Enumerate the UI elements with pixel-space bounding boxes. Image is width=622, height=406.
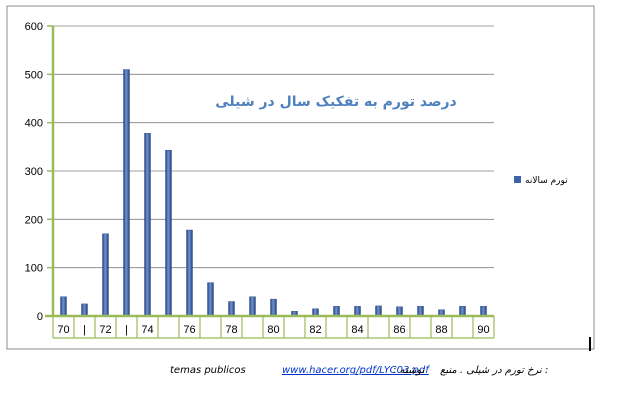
bar-78 xyxy=(228,301,235,317)
legend-label: تورم سالانه xyxy=(525,176,568,186)
y-axis-ticks: 0 100 200 300 400 500 600 xyxy=(25,21,53,323)
bar-76 xyxy=(186,229,193,317)
legend: تورم سالانه xyxy=(514,176,568,186)
y-tick-label: 500 xyxy=(25,69,43,81)
bar-77 xyxy=(207,282,214,317)
x-tick-label: 86 xyxy=(393,324,405,336)
bar-86 xyxy=(396,306,403,317)
x-tick-label: 74 xyxy=(141,324,153,336)
bars xyxy=(60,69,487,317)
x-tick-label: | xyxy=(125,324,128,336)
bar-79 xyxy=(249,296,256,317)
x-tick-label: 80 xyxy=(267,324,279,336)
x-tick-label: 76 xyxy=(183,324,195,336)
y-tick-label: 400 xyxy=(25,118,43,130)
edge-marker xyxy=(589,337,591,351)
chart-title: درصد تورم به تفکیک سال در شیلی xyxy=(215,94,457,110)
bar-71 xyxy=(81,303,88,317)
x-axis-ticks: 70 | 72 | 74 76 78 80 82 84 86 88 90 xyxy=(52,316,495,339)
bar-84 xyxy=(354,306,361,317)
bar-83 xyxy=(333,306,340,317)
x-tick-label: | xyxy=(83,324,86,336)
x-tick-label: 84 xyxy=(351,324,363,336)
y-tick-label: 0 xyxy=(37,311,43,323)
bar-87 xyxy=(417,306,424,317)
x-tick-label: 88 xyxy=(435,324,447,336)
y-tick-label: 600 xyxy=(25,21,43,33)
bar-89 xyxy=(459,306,466,317)
source-link[interactable]: www.hacer.org/pdf/LYC03.pdf xyxy=(282,365,429,376)
x-tick-label: 72 xyxy=(99,324,111,336)
bar-90 xyxy=(480,306,487,317)
legend-swatch xyxy=(514,176,521,183)
chart-frame xyxy=(6,5,595,350)
bar-85 xyxy=(375,305,382,317)
author-label: : نوشته xyxy=(393,365,425,376)
bar-75 xyxy=(165,149,172,317)
bar-73 xyxy=(123,69,130,317)
y-tick-label: 300 xyxy=(25,166,43,178)
bar-74 xyxy=(144,133,151,317)
bar-70 xyxy=(60,296,67,317)
y-tick-label: 200 xyxy=(25,214,43,226)
x-tick-label: 90 xyxy=(477,324,489,336)
source-label: temas publicos xyxy=(170,365,246,376)
x-tick-label: 78 xyxy=(225,324,237,336)
x-tick-label: 70 xyxy=(57,324,69,336)
caption-description: نرخ تورم در شیلی . منبع : xyxy=(440,365,549,376)
bar-80 xyxy=(270,298,277,317)
source-caption: temas publicos www.hacer.org/pdf/LYC03.p… xyxy=(0,363,622,383)
bar-72 xyxy=(102,233,109,317)
y-tick-label: 100 xyxy=(25,263,43,275)
x-tick-label: 82 xyxy=(309,324,321,336)
